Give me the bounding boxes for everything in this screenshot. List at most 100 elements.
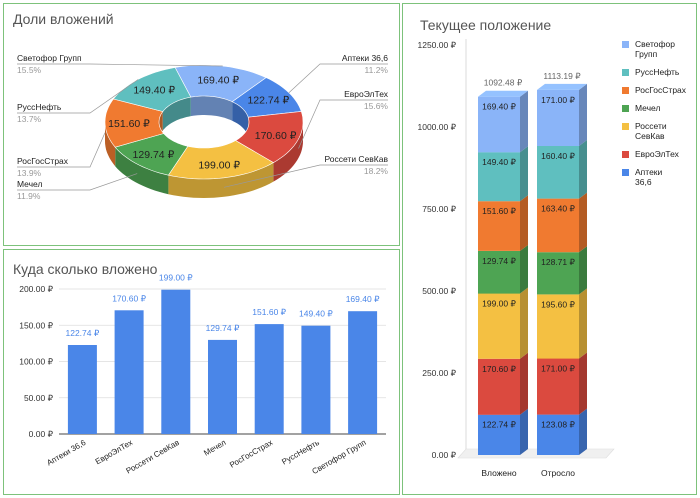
stack-side-мечел-вложено [520,245,528,294]
bar-y-tick-label: 150.00 ₽ [19,320,53,330]
stacked-chart-panel: Текущее положение 0.00 ₽ 250.00 ₽ 500.00 ₽… [402,3,697,495]
legend-swatch-русснефть [622,69,629,76]
stack-value-label: 160.40 ₽ [541,151,575,161]
pie-callout-name: Светофор Групп [17,53,82,63]
bar-аптеки-36-6 [67,345,97,434]
pie-callout-percent: 15.5% [17,65,42,75]
bar-x-tick-label: ЕвроЭлТех [94,438,134,466]
stack-value-label: 122.74 ₽ [482,420,516,430]
legend-swatch-мечел [622,105,629,112]
pie-value-label: 199.00 ₽ [198,160,240,172]
stack-side-мечел-отросло [579,246,587,295]
bar-value-label: 170.60 ₽ [112,293,146,303]
bar-chart: 0.00 ₽ 50.00 ₽ 100.00 ₽ 150.00 ₽ 200.00 ₽ 122… [19,273,386,476]
bar-y-tick-label: 100.00 ₽ [19,357,53,367]
legend-label-аптеки-36-6: Аптеки 36,6 [635,167,663,187]
bar-x-tick-label: РуссНефть [280,438,321,467]
stack-value-label: 195.60 ₽ [541,299,575,309]
stack-seg-евроэлтех-вложено [478,358,520,415]
stacked-chart-title: Текущее положение [420,17,552,33]
pie-callout-line [288,63,388,93]
bar-y-tick-label: 50.00 ₽ [24,393,54,403]
legend-label-евроэлтех: ЕвроЭлТех [635,149,680,159]
bar-x-tick-label: Аптеки 36,6 [45,438,88,468]
stack-y-tick-label: 750.00 ₽ [422,204,456,214]
stack-value-label: 128.71 ₽ [541,257,575,267]
stack-side-русснефть-вложено [520,146,528,202]
stack-side-росгосстрах-вложено [520,195,528,251]
stack-y-tick-label: 0.00 ₽ [432,450,457,460]
stack-seg-мечел-вложено [478,251,520,294]
legend-swatch-евроэлтех [622,151,629,158]
legend-swatch-светофор-групп [622,41,629,48]
bar-росгосстрах [254,324,284,434]
pie-slice-русснефть [112,67,192,112]
pie-callout-name: Аптеки 36,6 [342,53,388,63]
legend-swatch-аптеки-36-6 [622,169,629,176]
bar-русснефть [301,325,331,434]
pie-inner-wall-аптеки-36-6 [232,101,249,137]
stack-seg-русснефть-отросло [537,146,579,199]
legend-label-россети-севкав: Россети СевКав [635,121,667,141]
stack-value-label: 169.40 ₽ [482,102,516,112]
stack-side-евроэлтех-вложено [520,352,528,415]
pie-callout-line [17,79,139,114]
stack-top-отросло [537,83,587,90]
stack-side-евроэлтех-отросло [579,352,587,415]
stack-side-россети-севкав-отросло [579,288,587,359]
pie-value-label: 151.60 ₽ [108,118,150,130]
bar-value-label: 199.00 ₽ [159,273,193,283]
stack-seg-россети-севкав-вложено [478,293,520,359]
pie-callout-percent: 13.7% [17,114,42,124]
stack-total-label: 1092.48 ₽ [484,78,523,88]
pie-value-label: 129.74 ₽ [133,149,175,161]
stack-seg-росгосстрах-отросло [537,198,579,253]
bar-value-label: 129.74 ₽ [206,323,240,333]
pie-value-label: 169.40 ₽ [197,74,239,86]
pie-chart-panel: Доли вложений 169.40 ₽ 122.74 ₽ 170.60 ₽ 19… [3,3,400,246]
pie-callout-percent: 11.9% [17,191,41,201]
stack-value-label: 171.00 ₽ [541,364,575,374]
stack-y-tick-label: 1250.00 ₽ [418,40,457,50]
stack-value-label: 171.00 ₽ [541,95,575,105]
pie-wall-росгосстрах [105,122,116,167]
stack-seg-россети-севкав-отросло [537,294,579,359]
stack-side-аптеки-36-6-отросло [579,408,587,455]
stack-seg-евроэлтех-отросло [537,358,579,415]
bar-value-label: 149.40 ₽ [299,309,333,319]
stack-y-tick-label: 500.00 ₽ [422,286,456,296]
stack-x-tick-label: Вложено [481,468,516,478]
bar-chart-title: Куда сколько вложено [13,261,158,277]
stack-seg-аптеки-36-6-вложено [478,414,520,455]
stack-value-label: 170.60 ₽ [482,364,516,374]
pie-callout-line [17,173,138,191]
stack-total-label: 1113.19 ₽ [543,71,581,81]
legend-label-росгосстрах: РосГосСтрах [635,85,687,95]
stack-seg-светофор-групп-вложено [478,96,520,153]
stack-seg-аптеки-36-6-отросло [537,414,579,455]
pie-value-label: 149.40 ₽ [133,85,175,97]
pie-callout-line [224,164,388,188]
pie-callout-line [17,132,106,168]
stack-value-label: 149.40 ₽ [482,157,516,167]
bar-y-tick-label: 0.00 ₽ [29,429,54,439]
pie-callout-name: Мечел [17,179,42,189]
bar-value-label: 151.60 ₽ [252,307,286,317]
stack-y-tick-label: 250.00 ₽ [422,368,456,378]
stack-side-россети-севкав-вложено [520,287,528,359]
stacked-bar-chart: 0.00 ₽ 250.00 ₽ 500.00 ₽ 750.00 ₽ 1000.00 ₽ 1… [418,39,687,478]
stack-seg-русснефть-вложено [478,152,520,202]
pie-callout-name: ЕвроЭлТех [344,89,389,99]
bar-светофор-групп [348,311,378,434]
bar-x-tick-label: Мечел [202,438,228,458]
stack-side-светофор-групп-отросло [579,83,587,146]
pie-wall-евроэлтех [273,122,303,182]
bar-евроэлтех [114,310,144,434]
pie-callout-percent: 13.9% [17,168,42,178]
stack-side-светофор-групп-вложено [520,90,528,153]
bar-value-label: 169.40 ₽ [346,294,380,304]
bar-мечел [208,339,237,434]
pie-callout-line [17,63,223,67]
legend-swatch-россети-севкав [622,123,629,130]
bar-value-label: 122.74 ₽ [66,328,100,338]
